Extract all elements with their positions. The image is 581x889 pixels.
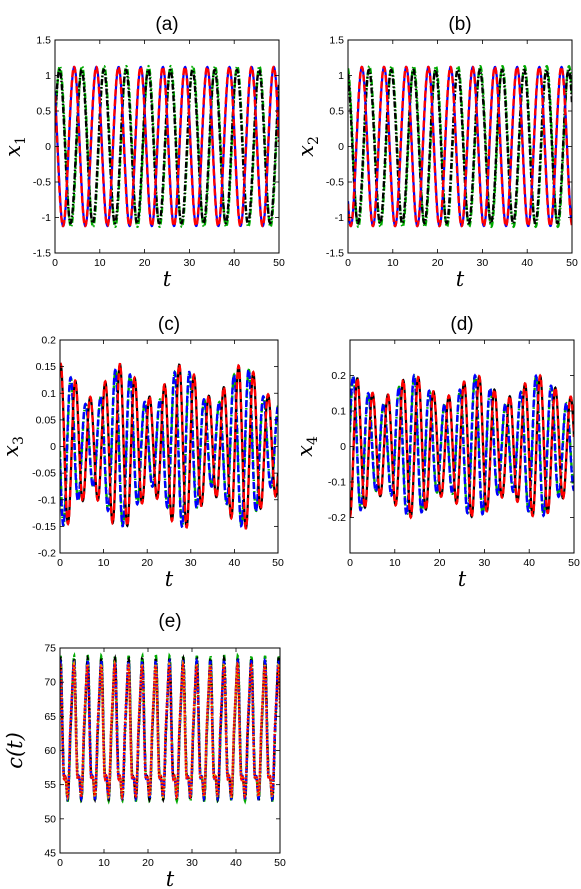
x-axis-label: t [456, 267, 465, 291]
x-tick-label: 10 [98, 857, 110, 869]
series-line-4 [60, 661, 280, 800]
y-tick-label: 1.5 [329, 35, 344, 47]
series-group [350, 373, 574, 520]
x-tick-label: 20 [139, 257, 151, 269]
y-tick-label: 1 [45, 70, 51, 82]
series-group [348, 64, 572, 229]
y-tick-label: -0.1 [328, 477, 346, 489]
y-axis-label: c(t) [3, 732, 27, 769]
x-axis-label: t [165, 567, 174, 591]
y-tick-label: 65 [44, 711, 56, 723]
x-tick-label: 40 [229, 557, 241, 569]
x-tick-label: 30 [184, 257, 196, 269]
x-tick-label: 30 [479, 557, 491, 569]
y-tick-label: 0 [45, 141, 51, 153]
y-tick-label: -0.5 [326, 177, 344, 189]
y-axis-label: x1 [1, 136, 29, 157]
x-tick-label: 20 [434, 557, 446, 569]
series-line-3 [60, 362, 278, 530]
x-axis-label: t [458, 567, 467, 591]
y-tick-label: -1 [42, 212, 51, 224]
x-axis-label: t [163, 267, 172, 291]
x-tick-label: 30 [186, 857, 198, 869]
series-group [60, 651, 280, 805]
y-tick-label: 0.05 [36, 414, 57, 426]
x-tick-label: 30 [477, 257, 489, 269]
x-tick-label: 10 [389, 557, 401, 569]
y-tick-label: -1 [335, 212, 344, 224]
x-tick-label: 50 [273, 257, 285, 269]
y-tick-label: 0.1 [41, 388, 56, 400]
series-group [60, 362, 278, 530]
series-line-1 [55, 68, 279, 225]
panel-title: (a) [155, 14, 178, 35]
series-line-3 [350, 373, 574, 520]
x-tick-label: 50 [272, 557, 284, 569]
series-line-3 [348, 65, 572, 228]
x-tick-label: 20 [432, 257, 444, 269]
y-tick-label: 55 [44, 779, 56, 791]
y-tick-label: 0.15 [36, 361, 57, 373]
y-tick-label: -0.15 [32, 521, 56, 533]
panel-title: (b) [448, 14, 471, 35]
y-tick-label: 0.5 [329, 106, 344, 118]
x-tick-label: 20 [142, 857, 154, 869]
series-line-1 [348, 68, 572, 225]
x-tick-label: 20 [141, 557, 153, 569]
panel-b: 0 10 20 30 40 50 -1.5 -1 -0.5 0 0.5 1 1.5 (b) t x2 [294, 14, 578, 291]
y-tick-label: -0.5 [33, 177, 51, 189]
y-tick-label: 0 [340, 441, 346, 453]
y-tick-label: 0.2 [41, 335, 56, 347]
y-tick-label: -0.2 [328, 512, 346, 524]
y-tick-label: 70 [44, 677, 56, 689]
y-axis-label: x4 [293, 436, 321, 457]
series-group [55, 64, 279, 229]
y-tick-label: 0 [50, 441, 56, 453]
series-line-3 [55, 65, 279, 228]
x-tick-label: 0 [345, 257, 351, 269]
panel-c: 0 10 20 30 40 50 -0.2 -0.15 -0.1 -0.05 0 0.05 0.1 0.1… [0, 314, 284, 591]
y-tick-label: -1.5 [326, 248, 344, 260]
x-tick-label: 40 [523, 557, 535, 569]
x-axis-label: t [166, 867, 175, 889]
x-tick-label: 30 [185, 557, 197, 569]
x-tick-label: 0 [57, 857, 63, 869]
x-tick-label: 0 [347, 557, 353, 569]
y-tick-label: 0 [338, 141, 344, 153]
y-axis-label: x3 [0, 436, 27, 457]
y-tick-label: 1 [338, 70, 344, 82]
y-tick-label: 0.5 [36, 106, 51, 118]
panel-d: 0 10 20 30 40 50 -0.2 -0.1 0 0.1 0.2 (d) t x4 [293, 314, 580, 591]
y-tick-label: 0.1 [331, 406, 346, 418]
panel-a: 0 10 20 30 40 50 -1.5 -1 -0.5 0 0.5 1 1.5 (a) t x1 [1, 14, 285, 291]
y-tick-label: -0.1 [38, 494, 56, 506]
y-tick-label: -0.05 [32, 468, 56, 480]
x-tick-label: 50 [566, 257, 578, 269]
x-tick-label: 10 [98, 557, 110, 569]
y-tick-label: -0.2 [38, 548, 56, 560]
x-tick-label: 0 [57, 557, 63, 569]
y-tick-label: 75 [44, 643, 56, 655]
panel-title: (d) [450, 314, 473, 335]
panel-title: (e) [158, 611, 181, 632]
x-tick-label: 40 [228, 257, 240, 269]
x-tick-label: 10 [387, 257, 399, 269]
y-axis-label: x2 [294, 136, 322, 157]
y-tick-label: -1.5 [33, 248, 51, 260]
x-tick-label: 40 [521, 257, 533, 269]
x-tick-label: 40 [230, 857, 242, 869]
x-tick-label: 0 [52, 257, 58, 269]
panel-e: 0 10 20 30 40 50 45 50 55 60 65 70 75 (e) t c(t) [3, 611, 286, 889]
x-tick-label: 10 [94, 257, 106, 269]
y-tick-label: 1.5 [36, 35, 51, 47]
y-tick-label: 60 [44, 745, 56, 757]
y-tick-label: 45 [44, 848, 56, 860]
y-tick-label: 50 [44, 813, 56, 825]
y-tick-label: 0.2 [331, 370, 346, 382]
x-tick-label: 50 [568, 557, 580, 569]
panel-title: (c) [158, 314, 180, 335]
x-tick-label: 50 [274, 857, 286, 869]
